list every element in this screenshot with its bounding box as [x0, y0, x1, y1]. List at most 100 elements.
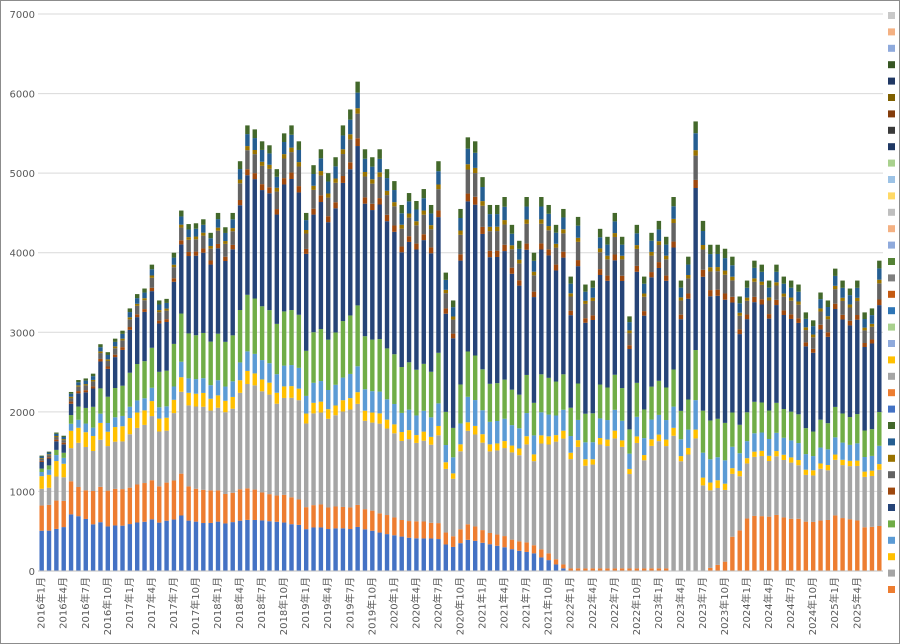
bar-segment — [495, 383, 500, 421]
bar-segment — [553, 559, 559, 565]
bar-segment — [171, 281, 177, 344]
legend-swatch — [888, 274, 895, 282]
bar-segment — [649, 277, 654, 387]
bar-segment — [774, 456, 779, 515]
bar-segment — [105, 360, 111, 367]
bar-segment — [708, 254, 713, 268]
bar-segment — [112, 346, 118, 349]
bar-segment — [399, 252, 404, 368]
bar-segment — [46, 504, 52, 531]
bar-segment — [781, 310, 787, 315]
bar-segment — [303, 507, 309, 530]
bar-segment — [76, 419, 81, 428]
bar-segment — [752, 260, 757, 268]
bar-segment — [54, 449, 59, 456]
bar-segment — [223, 241, 228, 244]
bar-segment — [641, 315, 647, 410]
bar-segment — [326, 507, 331, 530]
bar-segment — [796, 518, 801, 571]
bar-segment — [370, 210, 375, 340]
bar-segment — [333, 332, 338, 385]
bar-segment — [142, 410, 147, 425]
bar-segment — [333, 528, 338, 571]
bar-segment — [157, 304, 162, 311]
bar-segment — [245, 488, 250, 520]
bar-segment — [171, 343, 177, 387]
bar-segment — [245, 134, 250, 147]
bar-segment — [855, 319, 860, 415]
bar-segment — [877, 260, 882, 269]
bar-segment — [737, 530, 742, 571]
bar-segment — [267, 363, 272, 383]
bar-segment — [406, 193, 412, 202]
bar-segment — [201, 252, 206, 333]
bar-segment — [634, 224, 640, 234]
bar-segment — [472, 400, 478, 426]
bar-segment — [281, 142, 287, 155]
bar-segment — [877, 464, 882, 470]
bar-segment — [649, 272, 654, 278]
bar-segment — [627, 568, 632, 571]
bar-segment — [517, 448, 522, 456]
bar-segment — [671, 197, 676, 207]
bar-segment — [164, 308, 169, 311]
bar-segment — [722, 258, 728, 271]
bar-segment — [546, 436, 551, 445]
bar-segment — [627, 429, 632, 454]
bar-segment — [539, 435, 544, 444]
bar-segment — [495, 421, 500, 444]
bar-segment — [127, 434, 133, 488]
bar-segment — [215, 380, 221, 396]
bar-segment — [311, 165, 316, 175]
bar-segment — [487, 226, 493, 232]
bar-segment — [833, 515, 838, 571]
bar-segment — [590, 442, 595, 460]
bar-segment — [664, 255, 669, 260]
bar-segment — [700, 276, 706, 411]
bar-segment — [208, 238, 213, 246]
bar-segment — [46, 465, 52, 470]
bar-segment — [392, 354, 397, 404]
bar-segment — [737, 334, 742, 425]
bar-segment — [693, 133, 698, 151]
x-tick-label: 2025年1月 — [828, 577, 841, 629]
bar-segment — [318, 171, 324, 176]
bar-segment — [267, 164, 272, 169]
bar-segment — [436, 403, 441, 426]
bar-segment — [296, 367, 302, 389]
bar-segment — [274, 176, 280, 188]
bar-segment — [90, 491, 96, 525]
bar-segment — [686, 399, 691, 430]
bar-segment — [326, 197, 331, 217]
bar-segment — [39, 460, 44, 462]
bar-segment — [597, 269, 603, 275]
bar-segment — [502, 206, 507, 221]
bar-segment — [781, 454, 787, 460]
bar-segment — [553, 243, 559, 248]
bar-segment — [722, 293, 728, 300]
bar-segment — [157, 371, 162, 408]
bar-segment — [627, 333, 632, 346]
bar-segment — [326, 216, 331, 223]
bar-segment — [289, 178, 294, 311]
bar-segment — [61, 457, 66, 464]
x-tick-label: 2017年10月 — [189, 577, 202, 635]
bar-segment — [105, 526, 111, 571]
bar-segment — [737, 453, 742, 471]
bar-segment — [39, 461, 44, 469]
bar-segment — [428, 229, 434, 248]
bar-segment — [862, 476, 867, 528]
bar-segment — [472, 434, 478, 527]
bar-segment — [326, 181, 331, 194]
bar-segment — [495, 256, 500, 384]
bar-segment — [311, 185, 316, 190]
bar-segment — [370, 179, 375, 184]
bar-segment — [105, 366, 111, 369]
bar-segment — [744, 463, 750, 519]
bar-segment — [803, 327, 809, 331]
bar-segment — [583, 465, 588, 569]
bar-segment — [671, 223, 676, 242]
bar-segment — [414, 243, 419, 250]
bar-segment — [274, 374, 280, 393]
bar-segment — [428, 538, 434, 571]
